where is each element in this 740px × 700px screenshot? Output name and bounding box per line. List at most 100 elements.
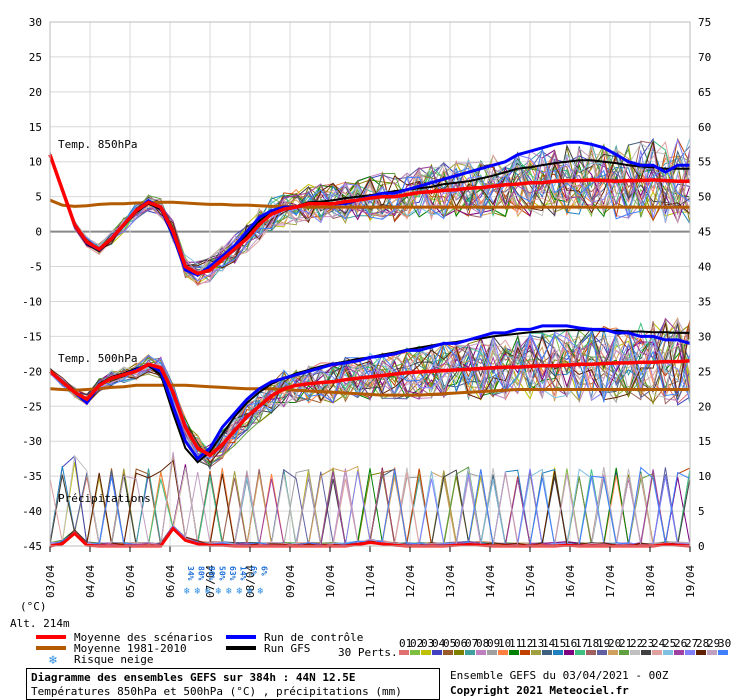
perturbation-id: 27: [685, 637, 698, 650]
perturbation-legend: 0102030405060708091011121314151617181920…: [399, 637, 731, 655]
perturbation-swatch: [619, 650, 629, 655]
y-tick-right: 50: [698, 191, 711, 204]
x-tick-label: 09/04: [284, 565, 297, 598]
mean-line-500: [48, 359, 691, 458]
perturbation-id: 05: [443, 637, 456, 650]
x-tick-label: 07/04: [204, 565, 217, 598]
perturbation-swatch: [586, 650, 596, 655]
x-tick-label: 05/04: [124, 565, 137, 598]
perturbation-id: 24: [652, 637, 666, 650]
perturbation-id: 06: [454, 637, 467, 650]
y-tick-left: 30: [29, 16, 42, 29]
chart-labels: Temp. 850hPa Temp. 500hPa Précipitations…: [10, 138, 151, 630]
x-axis-unit: (°C): [20, 600, 47, 613]
y-tick-left: -25: [22, 400, 42, 413]
perturbation-swatch: [553, 650, 563, 655]
x-tick-label: 17/04: [604, 565, 617, 598]
perturbation-line-500: [49, 317, 691, 458]
y-tick-right: 30: [698, 330, 711, 343]
footer-box: Diagramme des ensembles GEFS sur 384h : …: [26, 668, 440, 700]
perturbation-swatch: [443, 650, 453, 655]
y-tick-left: 0: [35, 226, 42, 239]
perturbation-swatch: [465, 650, 475, 655]
perturbation-id: 08: [476, 637, 489, 650]
perturbation-id: 16: [564, 637, 577, 650]
perturbation-swatch: [575, 650, 585, 655]
perturbation-swatch: [663, 650, 673, 655]
perturbation-line-500: [49, 318, 691, 461]
perturbation-swatch: [707, 650, 717, 655]
snowflake-icon: ❄: [226, 586, 233, 597]
perturbation-id: 17: [575, 637, 588, 650]
legend-climo: Moyenne 1981-2010: [74, 642, 187, 655]
y-tick-right: 55: [698, 156, 711, 169]
mean-line-850: [48, 154, 690, 276]
y-tick-left: -5: [29, 261, 42, 274]
y-tick-left: 15: [29, 121, 42, 134]
legend-snow: Risque neige: [74, 653, 153, 666]
perturbation-swatch: [520, 650, 530, 655]
y-tick-right: 70: [698, 51, 711, 64]
y-tick-left: 25: [29, 51, 42, 64]
x-tick-label: 14/04: [484, 565, 497, 598]
legend: Moyenne des scénarios Moyenne 1981-2010 …: [36, 631, 398, 668]
y-tick-right: 15: [698, 435, 711, 448]
copyright: Copyright 2021 Meteociel.fr: [450, 684, 629, 697]
legend-control: Run de contrôle: [264, 631, 363, 644]
snow-risk-value: 80%: [207, 566, 216, 581]
y-tick-right: 65: [698, 86, 711, 99]
y-tick-right: 25: [698, 365, 711, 378]
panel-label-t500: Temp. 500hPa: [58, 352, 137, 365]
perturbation-swatch: [487, 650, 497, 655]
x-tick-label: 06/04: [164, 565, 177, 598]
y-tick-right: 75: [698, 16, 711, 29]
snowflake-icon: ❄: [258, 586, 265, 597]
snowflake-icon: ❄: [237, 586, 244, 597]
perturbation-id: 28: [696, 637, 709, 650]
x-tick-label: 18/04: [644, 565, 657, 598]
perturbation-id: 14: [542, 637, 556, 650]
y-tick-right: 20: [698, 400, 711, 413]
y-tick-left: -40: [22, 505, 42, 518]
perturbation-swatch: [498, 650, 508, 655]
y-tick-right: 5: [698, 505, 705, 518]
perturbation-swatch: [476, 650, 486, 655]
legend-mean: Moyenne des scénarios: [74, 631, 213, 644]
legend-gfs: Run GFS: [264, 642, 310, 655]
snow-risk-value: 63%: [228, 566, 237, 581]
perturbation-swatch: [399, 650, 409, 655]
snowflake-icon: ❄: [48, 653, 57, 668]
x-tick-label: 08/04: [244, 565, 257, 598]
snow-risk-value: 34%: [186, 566, 195, 581]
chart-series: [48, 137, 691, 548]
y-tick-left: -10: [22, 295, 42, 308]
perturbation-id: 03: [421, 637, 434, 650]
y-tick-left: -35: [22, 470, 42, 483]
x-tick-label: 15/04: [524, 565, 537, 598]
perturbation-swatch: [531, 650, 541, 655]
y-tick-left: -20: [22, 365, 42, 378]
perturbation-id: 30: [718, 637, 731, 650]
perturbation-swatch: [542, 650, 552, 655]
x-tick-label: 03/04: [44, 565, 57, 598]
perturbation-line-850: [49, 138, 691, 282]
x-tick-label: 19/04: [684, 565, 697, 598]
perturbation-swatch: [641, 650, 651, 655]
y-tick-right: 45: [698, 226, 711, 239]
climo-line-850: [49, 198, 690, 209]
perturbation-swatch: [432, 650, 442, 655]
perturbation-id: 26: [674, 637, 687, 650]
altitude-label: Alt. 214m: [10, 617, 70, 630]
perturbation-swatch: [597, 650, 607, 655]
perturbation-id: 23: [641, 637, 654, 650]
perturbation-id: 22: [630, 637, 643, 650]
perturbation-id: 13: [531, 637, 544, 650]
perturbation-id: 18: [586, 637, 599, 650]
snowflake-icon: ❄: [205, 586, 212, 597]
perturbation-id: 29: [707, 637, 720, 650]
y-tick-left: -45: [22, 540, 42, 553]
snow-risk-value: 6%: [260, 566, 269, 576]
perturbation-swatch: [696, 650, 706, 655]
x-tick-label: 16/04: [564, 565, 577, 598]
